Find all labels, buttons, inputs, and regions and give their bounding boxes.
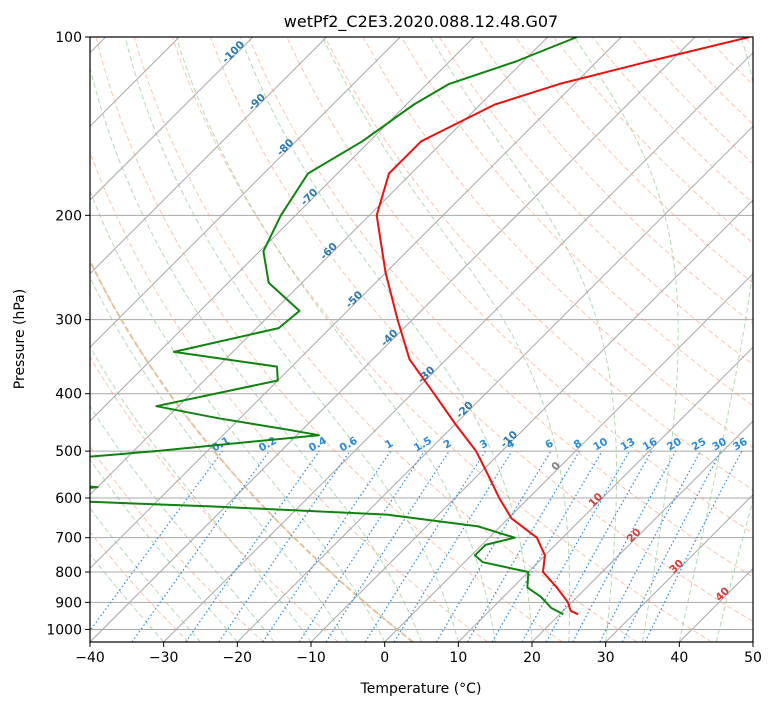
dry-adiabat-line — [248, 37, 753, 578]
mixing-ratio-line — [572, 450, 677, 642]
moist-adiabat-line — [90, 65, 422, 642]
dry-adiabat-line — [324, 37, 753, 491]
mixing-ratio-line — [393, 450, 513, 642]
mixing-ratio-line — [185, 450, 320, 642]
x-tick-label: 30 — [597, 650, 615, 666]
moist-adiabat-line — [715, 498, 753, 642]
x-tick-label: 0 — [380, 650, 389, 666]
y-tick-label: 600 — [55, 491, 82, 507]
moist-adiabat-line — [90, 276, 349, 642]
plot-frame — [89, 36, 754, 643]
mixing-ratio-line — [262, 450, 392, 642]
axes-ticks: −40 −30 −20 −10 0 10 20 30 40 50 100 200 300 400 500 60… — [46, 30, 762, 666]
dry-adiabat-line — [171, 37, 712, 642]
isotherm-line — [90, 37, 549, 496]
mixing-ratio-line — [90, 450, 223, 632]
dewpoint-profile-line — [90, 37, 578, 616]
background-lines — [90, 37, 753, 642]
dry-adiabat-line — [90, 356, 339, 642]
x-tick-label: −30 — [149, 650, 179, 666]
isotherm-line — [90, 37, 696, 642]
moist-adiabat-line — [678, 37, 753, 642]
moist-adiabat-line — [430, 37, 617, 642]
isotherm-line — [310, 199, 753, 642]
mixing-ratio-line — [521, 450, 631, 642]
dry-adiabat-line — [90, 150, 488, 642]
y-tick-label: 500 — [55, 444, 82, 460]
mixing-ratio-line — [644, 450, 743, 642]
temperature-profile-line — [375, 37, 750, 616]
isotherm-line — [163, 51, 753, 642]
dry-adiabat-line — [515, 37, 753, 284]
y-tick-label: 300 — [55, 313, 82, 329]
profile-lines — [90, 37, 750, 616]
dry-adiabat-line — [210, 37, 753, 623]
x-axis-label: Temperature (°C) — [360, 681, 482, 697]
y-tick-label: 700 — [55, 531, 82, 547]
isotherm-line — [90, 37, 254, 201]
x-tick-label: 50 — [744, 650, 762, 666]
chart-title: wetPf2_C2E3.2020.088.12.48.G07 — [284, 12, 558, 32]
isotherm-line — [384, 272, 753, 642]
mixing-ratio-line — [298, 450, 425, 642]
moist-adiabat-line — [574, 37, 679, 642]
dry-adiabat-line — [95, 37, 563, 642]
y-tick-label: 1000 — [46, 622, 82, 638]
mixing-ratio-line — [325, 450, 450, 642]
mixing-ratio-line — [218, 450, 351, 642]
isotherm-line — [236, 125, 753, 642]
y-tick-label: 100 — [55, 30, 82, 46]
x-tick-label: −20 — [223, 650, 253, 666]
x-tick-label: −40 — [75, 650, 105, 666]
y-tick-label: 400 — [55, 387, 82, 403]
isotherm-line — [605, 493, 753, 642]
isotherm-line — [531, 420, 753, 642]
dry-adiabat-line — [400, 37, 753, 407]
y-axis-label: Pressure (hPa) — [12, 289, 28, 389]
mixing-ratio-line — [131, 450, 270, 642]
moist-adiabat-line — [239, 37, 533, 642]
moist-adiabat-line — [124, 37, 459, 642]
x-tick-label: 10 — [449, 650, 467, 666]
isotherm-line — [90, 37, 401, 349]
isotherm-line — [90, 37, 328, 275]
y-tick-label: 200 — [55, 208, 82, 224]
isotherm-line — [457, 346, 753, 642]
y-tick-label: 800 — [55, 565, 82, 581]
moist-adiabat-line — [322, 37, 571, 642]
mixing-ratio-line — [545, 450, 653, 642]
dry-adiabat-line — [133, 37, 638, 642]
dry-adiabat-line — [90, 531, 190, 642]
isotherm-line — [90, 37, 475, 422]
isotherm-line — [90, 37, 622, 570]
y-tick-label: 900 — [55, 595, 82, 611]
dry-adiabat-line — [438, 37, 753, 366]
x-tick-label: 20 — [523, 650, 541, 666]
moist-adiabat-line — [90, 458, 238, 642]
x-tick-label: 40 — [670, 650, 688, 666]
dry-adiabat-line — [90, 445, 264, 642]
moist-adiabat-line — [90, 405, 275, 642]
moist-adiabat-line — [175, 37, 496, 642]
x-tick-label: −10 — [296, 650, 326, 666]
